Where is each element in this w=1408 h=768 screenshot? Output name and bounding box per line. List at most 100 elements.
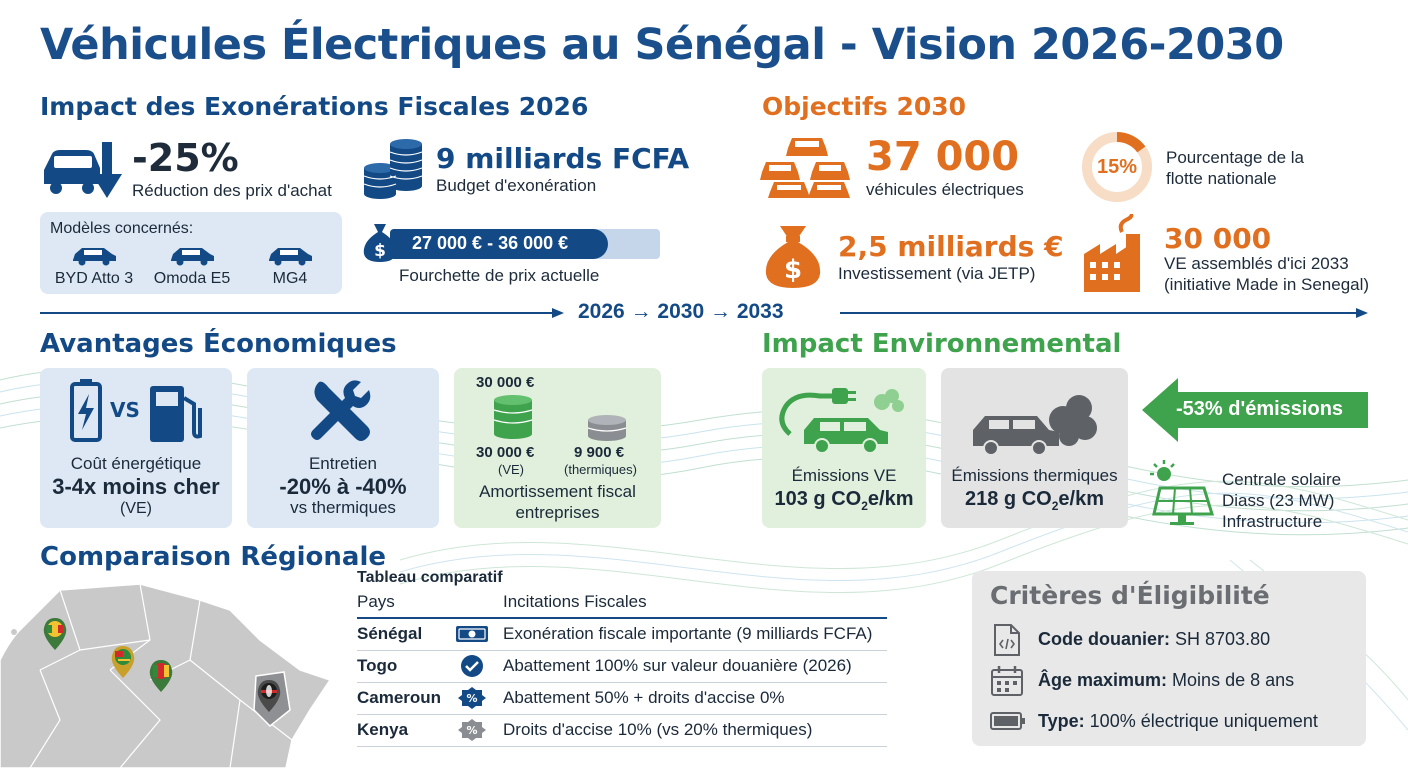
electric-car-icon <box>779 388 904 454</box>
kenya-pin-icon <box>257 680 281 712</box>
code-file-icon <box>994 624 1020 656</box>
incentive-cell: Exonération fiscale importante (9 millia… <box>503 618 887 651</box>
energy-title: Coût énergétique <box>70 454 202 473</box>
maintenance-title: Entretien <box>308 454 378 473</box>
solar-panel-icon <box>1150 460 1214 525</box>
price-range-label: Fourchette de prix actuelle <box>399 266 600 285</box>
models-title: Modèles concernés: <box>50 220 194 237</box>
ve-emissions-label: Émissions VE <box>791 466 897 485</box>
price-range-value: 27 000 € - 36 000 € <box>412 233 569 253</box>
energy-vs: VS <box>110 398 140 422</box>
money-icon <box>456 626 488 643</box>
table-row: Togo Abattement 100% sur valeur douanièr… <box>357 650 887 683</box>
amort-title-line2: entreprises <box>515 503 600 522</box>
check-icon <box>461 655 483 677</box>
amort-ve-value: 30 000 € <box>476 444 535 461</box>
col-incentives-header: Incitations Fiscales <box>503 586 887 619</box>
car-price-down-icon <box>44 142 122 198</box>
timeline-year: 2033 <box>736 300 784 323</box>
price-range-bar <box>390 229 608 259</box>
amort-th-value: 9 900 € <box>574 444 625 461</box>
incentive-cell: Abattement 50% + droits d'accise 0% <box>503 682 887 715</box>
regional-heading: Comparaison Régionale <box>40 542 387 572</box>
energy-cost-card: VS Coût énergétique 3-4x moins cher (VE) <box>40 368 232 528</box>
country-cell: Togo <box>357 650 455 683</box>
africa-map <box>0 583 332 768</box>
gray-coins-icon <box>587 415 627 441</box>
fleet-percent-ring <box>1082 132 1152 202</box>
th-value: 218 g CO <box>965 488 1052 510</box>
environment-heading: Impact Environnemental <box>762 329 1122 359</box>
economic-heading: Avantages Économiques <box>40 329 397 359</box>
maintenance-card: Entretien -20% à -40% vs thermiques <box>247 368 439 528</box>
investment-label: Investissement (via JETP) <box>838 264 1036 283</box>
thermal-emissions-card: Émissions thermiques 218 g CO2e/km <box>941 368 1128 528</box>
cameroon-pin-icon <box>149 660 173 692</box>
amort-top-value: 30 000 € <box>476 374 535 391</box>
fleet-label-line2: flotte nationale <box>1166 169 1277 188</box>
model-name: BYD Atto 3 <box>54 270 134 287</box>
eligibility-value: SH 8703.80 <box>1170 629 1271 649</box>
fiscal-heading: Impact des Exonérations Fiscales 2026 <box>40 92 589 121</box>
eligibility-label: Âge maximum: <box>1038 670 1168 690</box>
timeline-labels: 2026 → 2030 → 2033 <box>578 300 784 324</box>
battery-icon <box>990 712 1025 730</box>
ve-sub: 2 <box>861 499 868 513</box>
th-sub: 2 <box>1051 499 1059 513</box>
table-row: Cameroun % Abattement 50% + droits d'acc… <box>357 682 887 715</box>
ve-value: 103 g CO <box>774 488 862 510</box>
svg-text:%: % <box>466 724 477 737</box>
objectives-heading: Objectifs 2030 <box>762 92 967 121</box>
car-icon <box>73 248 116 266</box>
money-bag-icon: $ <box>765 226 821 288</box>
car-icon <box>269 248 312 266</box>
fleet-label-line1: Pourcentage de la <box>1166 148 1304 167</box>
reduction-value: -25% <box>132 136 239 180</box>
amort-th-label: (thermiques) <box>564 462 637 477</box>
assembled-line2: (initiative Made in Senegal) <box>1164 275 1370 294</box>
fleet-percent-label: 15% <box>1096 156 1138 178</box>
eligibility-item-type: Type: 100% électrique uniquement <box>1038 711 1318 732</box>
model-item: Omoda E5 <box>144 244 240 288</box>
eligibility-value: Moins de 8 ans <box>1167 670 1295 690</box>
budget-label: Budget d'exonération <box>436 176 597 195</box>
solar-line2: Diass (23 MW) <box>1222 491 1335 510</box>
factory-icon <box>1084 214 1140 292</box>
percent-badge-gray-icon: % <box>458 719 486 741</box>
green-coins-icon <box>493 395 533 439</box>
assembled-value: 30 000 <box>1164 222 1272 255</box>
eligibility-label: Code douanier: <box>1038 629 1171 649</box>
model-name: MG4 <box>272 270 308 287</box>
reduction-label: Réduction des prix d'achat <box>132 181 332 200</box>
ve-emissions-value: 103 g CO2e/km <box>762 488 926 513</box>
energy-sub: (VE) <box>120 500 152 517</box>
country-cell: Sénégal <box>357 618 455 651</box>
amort-ve-label: (VE) <box>498 462 524 477</box>
solar-line3: Infrastructure <box>1222 512 1323 531</box>
model-item: BYD Atto 3 <box>46 244 142 288</box>
thermal-emissions-label: Émissions thermiques <box>951 466 1118 485</box>
emission-reduction-arrow <box>1142 378 1368 442</box>
calendar-icon <box>991 666 1023 696</box>
amort-title-line1: Amortissement fiscal <box>479 482 636 501</box>
solar-line1: Centrale solaire <box>1222 470 1342 489</box>
table-row: Kenya % Droits d'accise 10% (vs 20% ther… <box>357 714 887 747</box>
togo-pin-icon <box>111 646 135 678</box>
maintenance-value: -20% à -40% <box>279 474 407 499</box>
table-header-row: Pays Incitations Fiscales <box>357 586 887 619</box>
money-bag-icon: $ <box>363 224 397 262</box>
model-item: MG4 <box>242 244 338 288</box>
assembled-line1: VE assemblés d'ici 2033 <box>1164 254 1349 273</box>
ve-emissions-card: Émissions VE 103 g CO2e/km <box>762 368 926 528</box>
thermal-emissions-value: 218 g CO2e/km <box>941 488 1128 513</box>
tools-icon <box>311 380 371 441</box>
car-fleet-icon <box>760 138 850 198</box>
car-icon <box>171 248 214 266</box>
svg-text:$: $ <box>784 255 802 285</box>
model-name: Omoda E5 <box>153 270 231 287</box>
eligibility-value: 100% électrique uniquement <box>1084 711 1318 731</box>
emission-reduction-label: -53% d'émissions <box>1176 398 1344 420</box>
timeline-arrows <box>40 308 1368 318</box>
budget-value: 9 milliards FCFA <box>436 142 690 175</box>
svg-text:%: % <box>466 692 477 705</box>
